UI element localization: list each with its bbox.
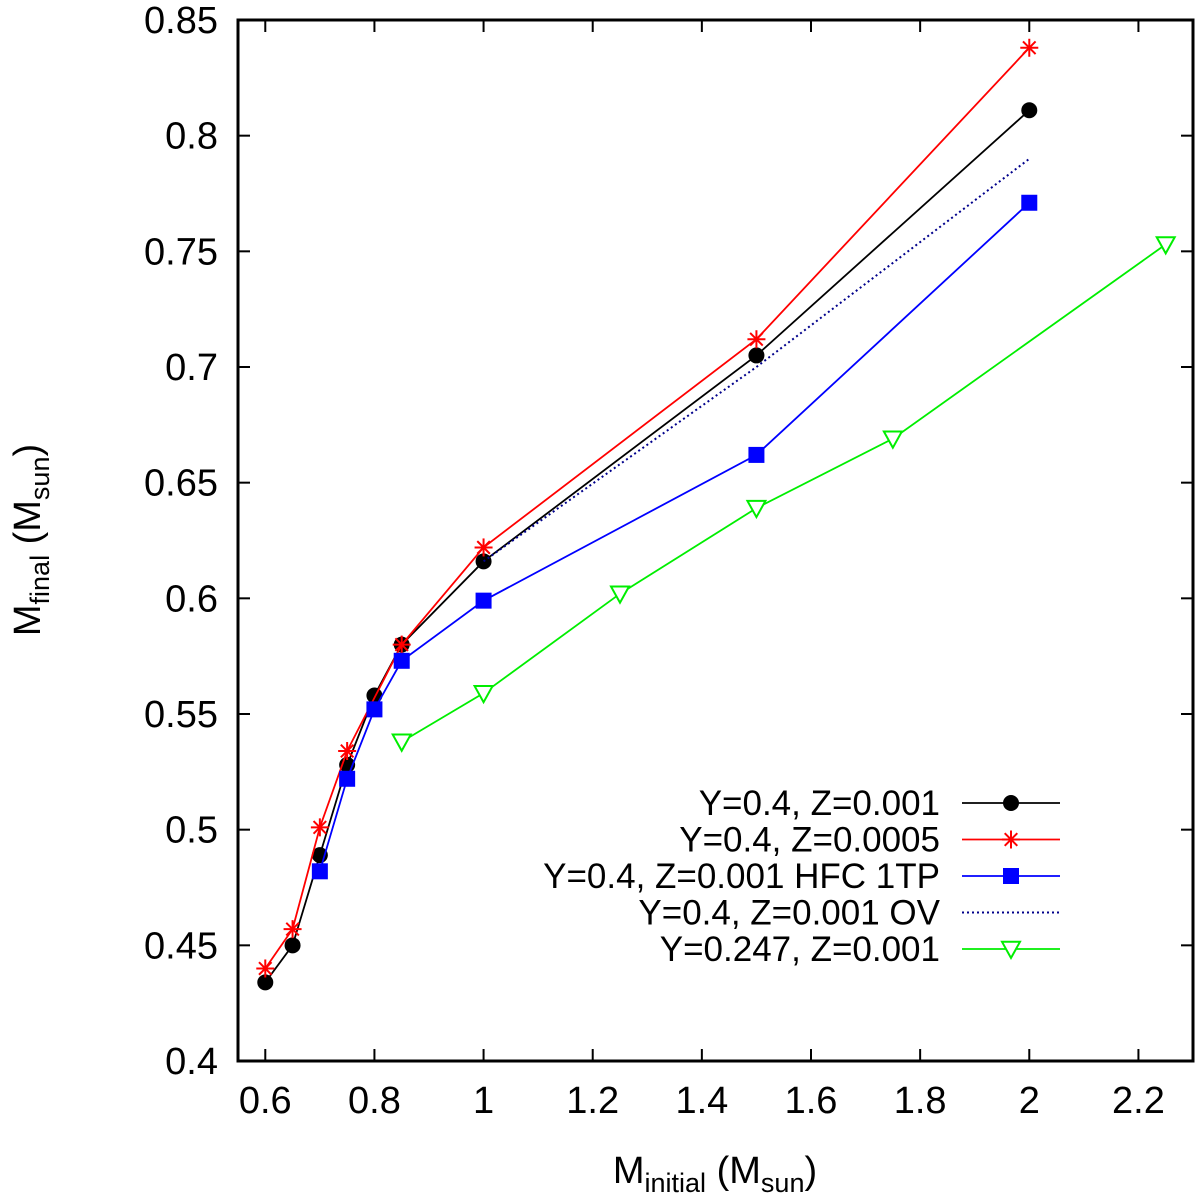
data-point [748,446,765,463]
x-tick-label: 0.8 [348,1080,401,1122]
y-tick-label: 0.65 [144,463,218,505]
y-tick-label: 0.45 [144,925,218,967]
legend-item: Y=0.247, Z=0.001 [660,930,1060,969]
data-point [1021,102,1038,119]
y-tick-label: 0.55 [144,694,218,736]
tick-labels: 0.6 0.8 1 1.2 1.4 1.6 1.8 2 2.2 0.4 0.45 0.5 0.55 0.6… [144,0,1165,1122]
y-axis-title: Mfinal (Msun) [7,444,55,636]
data-point [1155,236,1177,256]
data-point [1021,194,1038,211]
legend-item: Y=0.4, Z=0.0005 [679,821,1060,860]
data-point [882,430,904,450]
x-tick-label: 1.6 [785,1080,838,1122]
y-tick-label: 0.8 [165,116,218,158]
data-point [474,538,493,557]
legend-label: Y=0.247, Z=0.001 [660,930,940,969]
series-line [482,158,1030,563]
y-tick-label: 0.85 [144,0,218,42]
data-point [338,742,357,761]
series-1 [256,38,1039,978]
data-point [310,818,329,837]
y-tick-label: 0.4 [165,1041,218,1083]
legend-item: Y=0.4, Z=0.001 OV [638,894,1060,933]
data-point [745,499,768,520]
data-point [311,863,328,880]
legend-label: Y=0.4, Z=0.0005 [679,821,940,860]
series-line [318,202,1030,872]
data-point [256,959,275,978]
y-tick-label: 0.75 [144,231,218,273]
legend-marker [1003,868,1019,884]
data-point [339,770,356,787]
series-4 [391,236,1177,753]
y-tick-label: 0.5 [165,810,218,852]
x-axis-title: Minitial (Msun) [613,1150,817,1198]
data-point [1020,38,1039,57]
series-2 [311,194,1038,880]
legend-item: Y=0.4, Z=0.001 [699,784,1060,823]
data-point [747,330,766,349]
legend-item: Y=0.4, Z=0.001 HFC 1TP [543,857,1060,896]
data-point [257,974,274,991]
series-line [264,47,1030,969]
y-tick-label: 0.6 [165,578,218,620]
series-line [401,243,1167,743]
series-layer [256,38,1177,991]
x-tick-label: 1.8 [894,1080,947,1122]
data-point [609,585,631,605]
data-point [748,347,765,364]
data-point [283,920,302,939]
data-point [391,733,413,753]
data-point [366,701,383,718]
x-tick-label: 0.6 [239,1080,292,1122]
data-point [472,684,495,705]
data-point [284,937,301,954]
legend-label: Y=0.4, Z=0.001 [699,784,940,823]
legend-marker [1003,795,1019,811]
series-0 [257,102,1038,991]
x-tick-label: 2 [1019,1080,1040,1122]
x-tick-label: 1 [473,1080,494,1122]
data-point [393,652,410,669]
x-tick-label: 2.2 [1112,1080,1165,1122]
x-tick-label: 1.4 [675,1080,728,1122]
data-point [475,592,492,609]
legend-marker [1000,940,1022,961]
data-point [392,635,411,654]
series-3 [482,158,1030,563]
y-tick-label: 0.7 [165,347,218,389]
x-tick-label: 1.2 [566,1080,619,1122]
legend-label: Y=0.4, Z=0.001 OV [638,894,940,933]
legend-marker [1002,830,1020,849]
plot-frame [236,18,1195,1063]
legend-label: Y=0.4, Z=0.001 HFC 1TP [543,857,940,896]
